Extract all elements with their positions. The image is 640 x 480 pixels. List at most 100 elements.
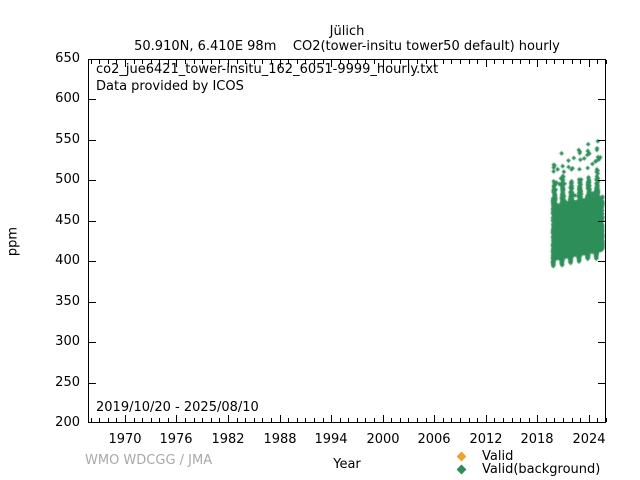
y-tick-label: 350 (55, 294, 80, 309)
x-minor-tick-top (185, 60, 186, 64)
x-minor-tick (546, 418, 547, 422)
x-minor-tick (237, 418, 238, 422)
x-minor-tick-top (151, 60, 152, 64)
y-major-tick (89, 383, 96, 384)
valid-background-diamond-icon (456, 464, 467, 475)
x-major-tick-top (125, 60, 126, 67)
x-minor-tick-top (288, 60, 289, 64)
x-minor-tick (529, 418, 530, 422)
x-major-tick (176, 415, 177, 422)
y-major-tick-right (598, 140, 605, 141)
x-minor-tick (271, 418, 272, 422)
x-tick-label: 2018 (520, 432, 554, 447)
x-major-tick (383, 415, 384, 422)
x-major-tick (280, 415, 281, 422)
x-minor-tick (408, 418, 409, 422)
x-minor-tick (365, 418, 366, 422)
x-minor-tick (245, 418, 246, 422)
y-major-tick (89, 221, 96, 222)
legend-label-valid: Valid (482, 449, 514, 464)
x-tick-label: 1994 (314, 432, 348, 447)
y-major-tick (89, 140, 96, 141)
y-major-tick (89, 261, 96, 262)
x-major-tick-top (589, 60, 590, 67)
x-minor-tick (572, 418, 573, 422)
x-minor-tick-top (245, 60, 246, 64)
x-minor-tick (400, 418, 401, 422)
x-minor-tick (202, 418, 203, 422)
footer-credit: WMO WDCGG / JMA (85, 453, 213, 468)
y-tick-label: 250 (55, 375, 80, 390)
x-tick-label: 1988 (263, 432, 297, 447)
y-major-tick-right (598, 302, 605, 303)
x-minor-tick (606, 418, 607, 422)
x-minor-tick-top (194, 60, 195, 64)
x-minor-tick (477, 418, 478, 422)
y-major-tick-right (598, 342, 605, 343)
y-major-tick (89, 99, 96, 100)
x-minor-tick-top (443, 60, 444, 64)
x-minor-tick-top (348, 60, 349, 64)
y-major-tick-right (598, 261, 605, 262)
x-minor-tick (168, 418, 169, 422)
x-minor-tick-top (297, 60, 298, 64)
x-minor-tick (503, 418, 504, 422)
x-axis-title: Year (333, 457, 361, 472)
x-minor-tick (134, 418, 135, 422)
x-minor-tick-top (271, 60, 272, 64)
y-major-tick (89, 180, 96, 181)
y-major-tick (89, 342, 96, 343)
x-minor-tick (211, 418, 212, 422)
x-minor-tick (554, 418, 555, 422)
x-minor-tick-top (520, 60, 521, 64)
x-minor-tick-top (305, 60, 306, 64)
x-minor-tick-top (159, 60, 160, 64)
x-minor-tick-top (254, 60, 255, 64)
x-minor-tick (494, 418, 495, 422)
x-major-tick-top (486, 60, 487, 67)
y-tick-label: 200 (55, 415, 80, 430)
x-major-tick (228, 415, 229, 422)
y-tick-label: 600 (55, 91, 80, 106)
x-major-tick-top (228, 60, 229, 67)
x-minor-tick-top (546, 60, 547, 64)
x-major-tick-top (331, 60, 332, 67)
x-minor-tick-top (572, 60, 573, 64)
x-minor-tick-top (323, 60, 324, 64)
x-minor-tick (314, 418, 315, 422)
x-minor-tick-top (365, 60, 366, 64)
x-minor-tick-top (563, 60, 564, 64)
x-minor-tick-top (116, 60, 117, 64)
x-minor-tick-top (400, 60, 401, 64)
x-minor-tick-top (391, 60, 392, 64)
x-minor-tick-top (108, 60, 109, 64)
x-minor-tick (357, 418, 358, 422)
x-minor-tick (288, 418, 289, 422)
x-minor-tick-top (237, 60, 238, 64)
x-tick-label: 2024 (572, 432, 606, 447)
x-minor-tick (374, 418, 375, 422)
x-minor-tick (305, 418, 306, 422)
x-minor-tick-top (494, 60, 495, 64)
x-tick-label: 2000 (366, 432, 400, 447)
x-minor-tick (443, 418, 444, 422)
y-tick-label: 650 (55, 51, 80, 66)
x-minor-tick-top (469, 60, 470, 64)
x-minor-tick (116, 418, 117, 422)
y-tick-label: 500 (55, 172, 80, 187)
x-minor-tick-top (340, 60, 341, 64)
legend-item-valid-background: Valid(background) (456, 462, 600, 477)
x-minor-tick-top (580, 60, 581, 64)
y-axis-title: ppm (5, 226, 21, 257)
plot-area (88, 59, 606, 423)
x-minor-tick-top (202, 60, 203, 64)
annotation-source-file: co2_jue6421_tower-insitu_162_6051-9999_h… (96, 62, 439, 77)
x-minor-tick-top (529, 60, 530, 64)
x-tick-label: 1982 (211, 432, 245, 447)
x-minor-tick-top (262, 60, 263, 64)
y-tick-label: 400 (55, 253, 80, 268)
x-minor-tick-top (554, 60, 555, 64)
x-minor-tick (417, 418, 418, 422)
x-minor-tick-top (451, 60, 452, 64)
